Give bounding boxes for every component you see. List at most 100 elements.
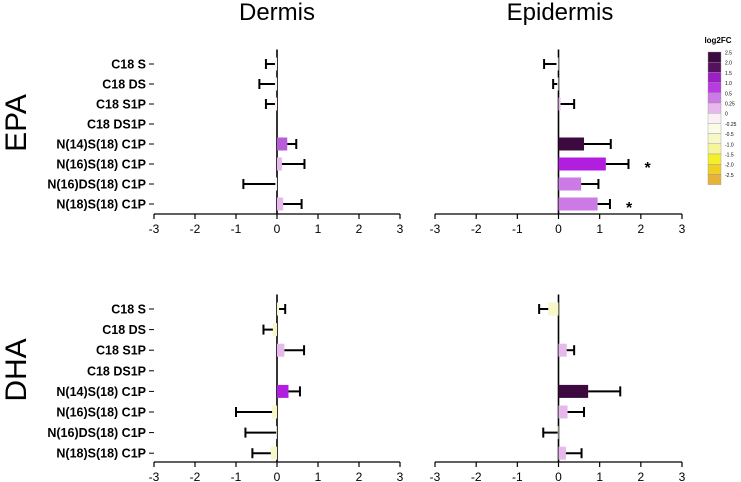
x-tick-label: 1 [596, 222, 603, 236]
legend-swatch [707, 163, 722, 175]
bar [270, 446, 277, 460]
x-tick-label: -3 [430, 470, 441, 482]
x-tick-label: 3 [679, 470, 686, 482]
legend-swatch [707, 112, 722, 124]
column-title-dermis: Dermis [239, 0, 315, 26]
x-tick-label: 1 [596, 470, 603, 482]
legend-tick-label: -2.0 [725, 163, 734, 169]
bar [274, 57, 277, 71]
x-tick-label: -1 [512, 222, 523, 236]
legend-items: 2.5 2.0 1.5 1.0 0.5 0.25 0 -0.25 -0.5 -1.0 -1.5 -2.… [707, 51, 737, 185]
bar [277, 157, 282, 171]
bar [548, 302, 559, 316]
bar [274, 97, 277, 111]
x-tick-label: 2 [356, 470, 363, 482]
x-tick-label: -3 [430, 222, 441, 236]
x-tick-label: -2 [471, 222, 482, 236]
row-title-epa: EPA [0, 94, 33, 152]
bar [272, 405, 277, 419]
legend-tick-label: 0.5 [725, 91, 732, 97]
x-tick-label: 0 [555, 470, 562, 482]
category-label: N(14)S(18) C1P [56, 138, 146, 152]
x-tick-label: -3 [149, 222, 160, 236]
row-title-dha: DHA [0, 338, 33, 401]
legend-swatch [707, 123, 722, 134]
category-label: C18 DS [102, 323, 146, 337]
bar [276, 426, 277, 440]
category-label: C18 DS1P [87, 118, 146, 132]
legend-swatch [707, 92, 722, 104]
bar [277, 302, 280, 316]
bar [557, 77, 559, 91]
panels: -3 -2 -1 0 1 2 3 C18 S C18 DS C18 S1P C18 DS1P N(14… [47, 49, 686, 482]
bar [558, 405, 568, 419]
legend-swatch [707, 51, 722, 63]
x-tick-label: 2 [356, 222, 363, 236]
legend-swatch [707, 82, 722, 93]
legend-swatch [707, 174, 722, 185]
x-tick-label: -3 [149, 470, 160, 482]
category-label: N(18)S(18) C1P [56, 198, 146, 212]
bar [558, 446, 566, 460]
category-label: C18 S [111, 303, 146, 317]
x-tick-label: 0 [274, 222, 281, 236]
x-tick-label: 0 [555, 222, 562, 236]
legend-tick-label: 2.5 [725, 51, 732, 57]
bar [558, 384, 589, 398]
category-label: C18 S1P [96, 344, 146, 358]
category-label: N(18)S(18) C1P [56, 447, 146, 461]
legend-tick-label: 1.0 [725, 81, 732, 87]
category-label: C18 S1P [96, 98, 146, 112]
panel-epa-epidermis: -3 -2 -1 0 1 2 3 * * [430, 49, 686, 236]
bar [277, 137, 288, 151]
x-tick-label: 1 [315, 470, 322, 482]
bar [558, 157, 606, 171]
legend-tick-label: -1.5 [725, 153, 734, 159]
category-label: N(16)DS(18) C1P [47, 178, 146, 192]
x-tick-label: -2 [190, 222, 201, 236]
legend-swatch [707, 143, 722, 155]
bar [558, 177, 582, 191]
bar [274, 77, 277, 91]
legend-tick-label: -1.0 [725, 142, 734, 148]
panel-epa-dermis: -3 -2 -1 0 1 2 3 C18 S C18 DS C18 S1P C18 DS1P N(14… [47, 49, 404, 236]
legend-swatch [707, 102, 722, 114]
legend-tick-label: 0.25 [725, 102, 735, 108]
bar [558, 197, 598, 211]
bar [558, 97, 561, 111]
category-label: N(14)S(18) C1P [56, 385, 146, 399]
column-title-epidermis: Epidermis [507, 0, 614, 26]
legend-swatch [707, 133, 722, 145]
legend-swatch [707, 62, 722, 73]
x-tick-label: -2 [471, 470, 482, 482]
bar [557, 426, 559, 440]
color-legend: log2FC 2.5 2.0 1.5 1.0 0.5 0.25 0 -0.25 -0.5 -1.0… [704, 36, 737, 185]
bar [272, 323, 277, 337]
x-tick-label: 1 [315, 222, 322, 236]
legend-tick-label: -0.25 [725, 122, 737, 128]
category-label: N(16)S(18) C1P [56, 158, 146, 172]
bar [556, 57, 559, 71]
bar [558, 137, 585, 151]
legend-tick-label: -0.5 [725, 132, 734, 138]
legend-tick-label: 0 [725, 112, 728, 118]
significance-marker: * [644, 160, 651, 177]
x-tick-label: 3 [397, 222, 404, 236]
panel-dha-epidermis: -3 -2 -1 0 1 2 3 [430, 294, 686, 482]
bar [277, 384, 289, 398]
bar [277, 197, 284, 211]
significance-marker: * [626, 200, 633, 217]
x-tick-label: 3 [397, 470, 404, 482]
legend-swatch [707, 153, 722, 165]
category-label: N(16)DS(18) C1P [47, 426, 146, 440]
legend-title: log2FC [704, 36, 731, 45]
legend-tick-label: -2.5 [725, 173, 734, 179]
x-tick-label: -1 [231, 222, 242, 236]
x-tick-label: 3 [679, 222, 686, 236]
legend-swatch [707, 72, 722, 83]
category-label: N(16)S(18) C1P [56, 406, 146, 420]
category-label: C18 DS [102, 78, 146, 92]
legend-tick-label: 2.0 [725, 61, 732, 67]
bar [558, 343, 567, 357]
